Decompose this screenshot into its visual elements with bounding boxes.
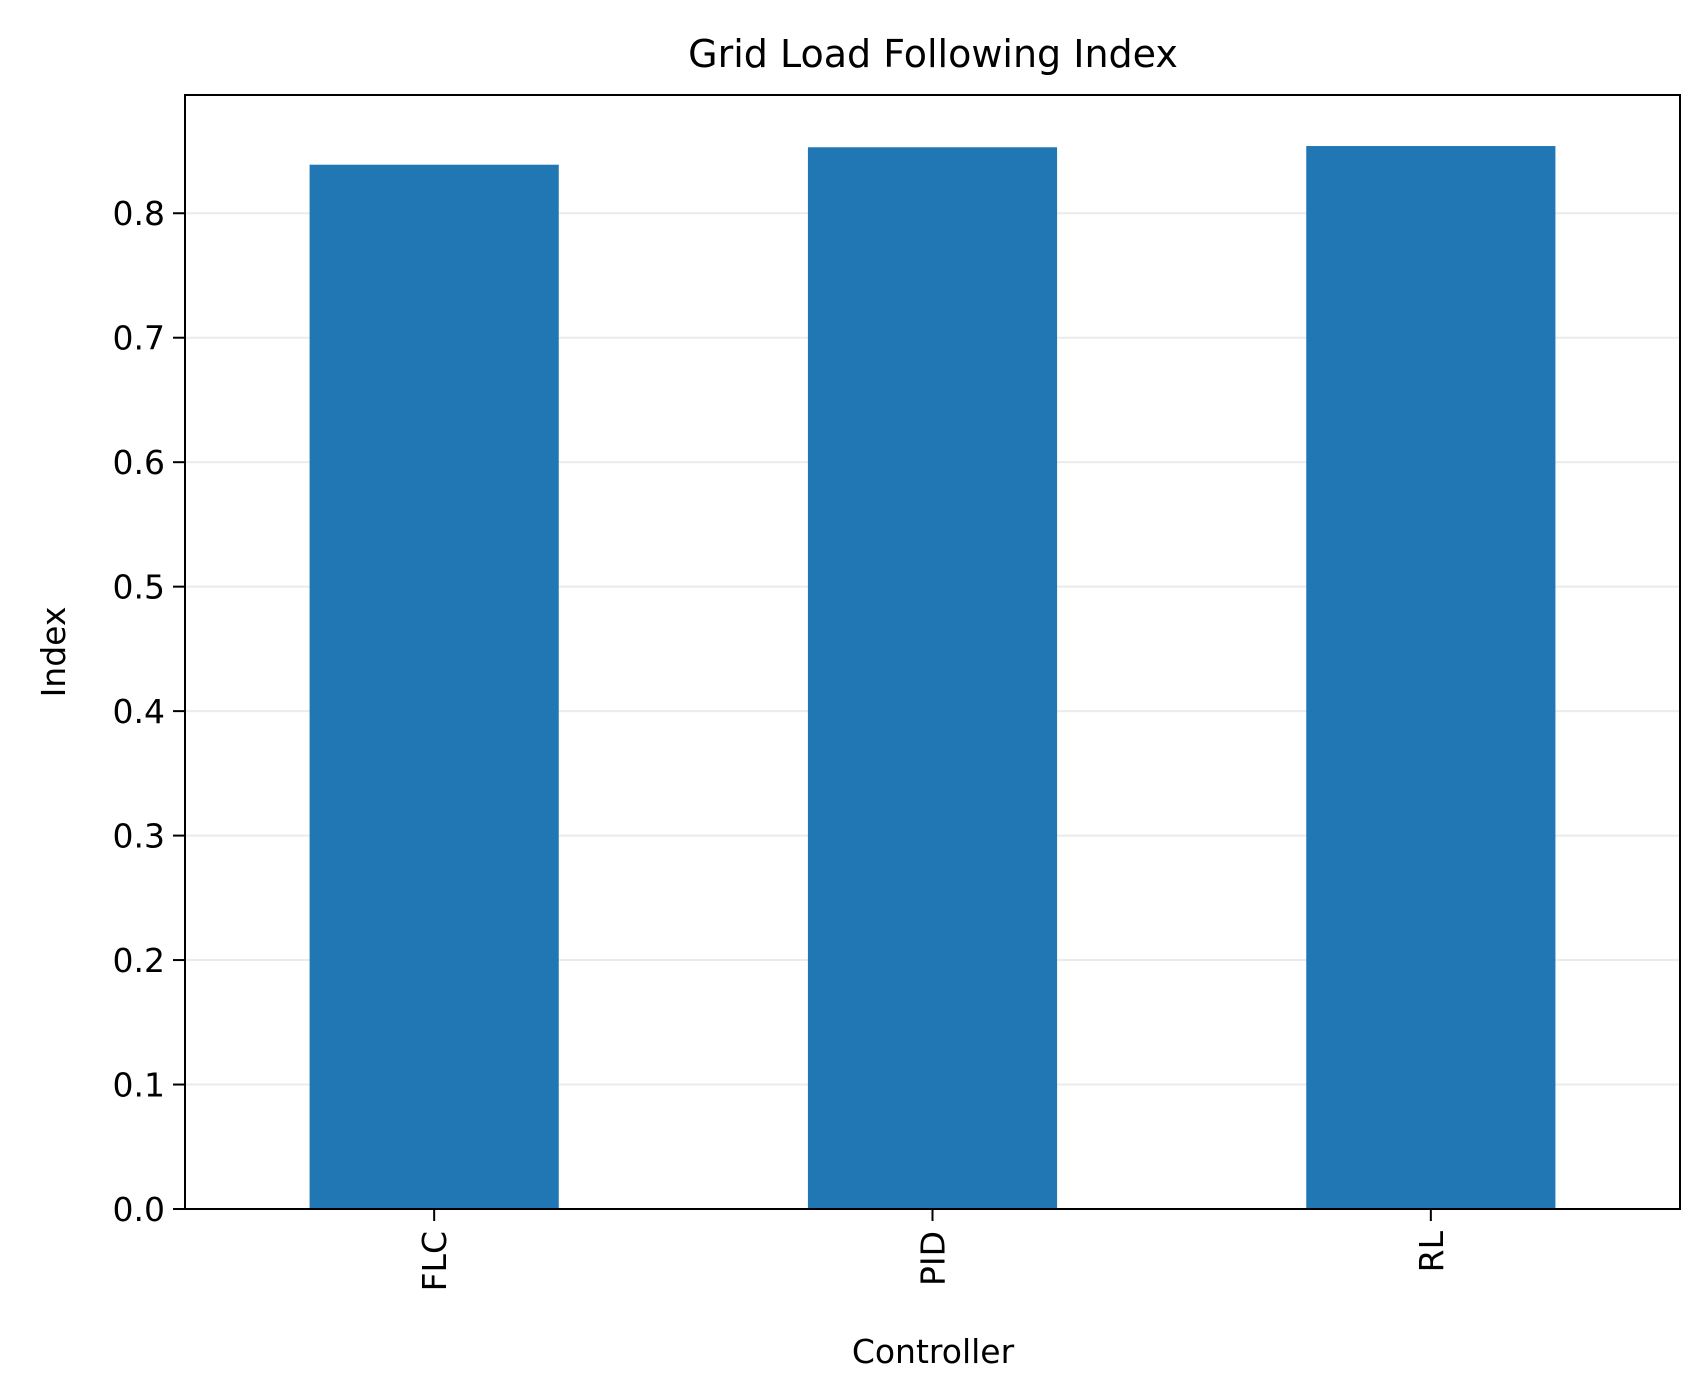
chart-title: Grid Load Following Index <box>688 32 1178 76</box>
y-tick-label: 0.6 <box>113 443 165 482</box>
y-tick-label: 0.2 <box>113 941 165 980</box>
x-tick-label: PID <box>914 1231 953 1286</box>
x-axis: FLC PID RL <box>415 1209 1451 1291</box>
y-tick-label: 0.7 <box>113 319 165 358</box>
y-tick-label: 0.8 <box>113 194 165 233</box>
y-tick-label: 0.1 <box>113 1066 165 1105</box>
y-tick-label: 0.3 <box>113 817 165 856</box>
bar-flc <box>309 164 559 1210</box>
y-tick-label: 0.5 <box>113 568 165 607</box>
bar-rl <box>1306 146 1556 1209</box>
bars <box>309 146 1556 1210</box>
x-axis-label: Controller <box>852 1332 1015 1371</box>
y-tick-label: 0.0 <box>113 1190 165 1229</box>
x-tick-label: RL <box>1412 1230 1451 1272</box>
y-axis-label: Index <box>34 607 73 698</box>
bar-pid <box>807 147 1058 1209</box>
y-axis: 0.0 0.1 0.2 0.3 0.4 0.5 0.6 0.7 0.8 <box>113 194 185 1229</box>
y-tick-label: 0.4 <box>113 692 165 731</box>
x-tick-label: FLC <box>415 1231 454 1291</box>
